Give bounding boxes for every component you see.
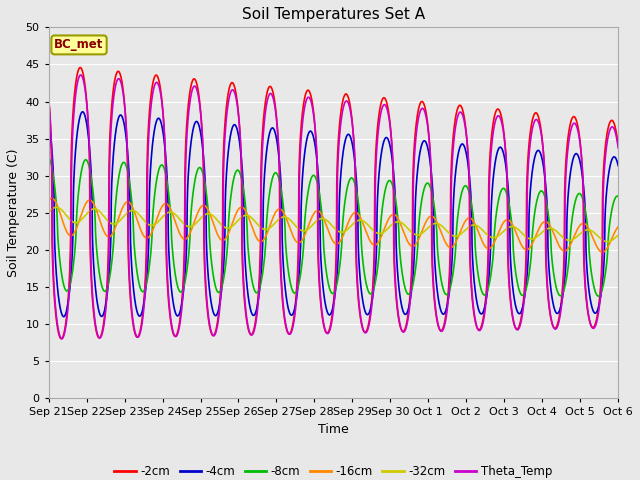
-32cm	[289, 220, 296, 226]
Title: Soil Temperatures Set A: Soil Temperatures Set A	[242, 7, 425, 22]
Theta_Temp	[614, 145, 622, 151]
Y-axis label: Soil Temperature (C): Soil Temperature (C)	[7, 149, 20, 277]
-16cm	[568, 238, 576, 243]
-2cm	[58, 336, 65, 342]
-4cm	[459, 141, 467, 147]
-16cm	[614, 224, 622, 229]
-2cm	[76, 65, 84, 71]
Line: -32cm: -32cm	[49, 207, 618, 242]
Text: BC_met: BC_met	[54, 38, 104, 51]
Legend: -2cm, -4cm, -8cm, -16cm, -32cm, Theta_Temp: -2cm, -4cm, -8cm, -16cm, -32cm, Theta_Te…	[109, 460, 557, 480]
-16cm	[459, 224, 467, 229]
-2cm	[597, 278, 605, 284]
Theta_Temp	[569, 122, 577, 128]
Theta_Temp	[45, 96, 52, 102]
-16cm	[284, 220, 292, 226]
-4cm	[289, 311, 296, 317]
-2cm	[614, 143, 622, 149]
Line: -8cm: -8cm	[49, 157, 618, 296]
Theta_Temp	[58, 336, 65, 342]
-8cm	[614, 193, 622, 199]
-16cm	[598, 250, 606, 255]
-4cm	[284, 305, 292, 311]
-32cm	[45, 210, 52, 216]
-16cm	[45, 198, 52, 204]
-8cm	[595, 293, 602, 299]
-4cm	[45, 118, 52, 123]
Line: -16cm: -16cm	[49, 198, 618, 252]
-2cm	[459, 107, 467, 113]
-32cm	[568, 237, 576, 242]
-16cm	[316, 209, 323, 215]
-32cm	[604, 239, 611, 245]
Theta_Temp	[316, 279, 323, 285]
-8cm	[568, 214, 576, 220]
-16cm	[289, 232, 296, 238]
-32cm	[614, 232, 622, 238]
-8cm	[45, 155, 52, 160]
-8cm	[597, 290, 605, 296]
-2cm	[289, 322, 296, 328]
Theta_Temp	[289, 324, 296, 330]
-4cm	[597, 292, 605, 298]
Theta_Temp	[459, 112, 467, 118]
Line: -4cm: -4cm	[49, 112, 618, 317]
-32cm	[52, 204, 60, 210]
-4cm	[569, 158, 577, 164]
Theta_Temp	[597, 287, 605, 293]
-8cm	[458, 188, 466, 193]
-2cm	[284, 331, 292, 336]
Theta_Temp	[77, 72, 84, 78]
-2cm	[569, 115, 577, 120]
-32cm	[284, 216, 292, 221]
X-axis label: Time: Time	[318, 423, 349, 436]
-4cm	[79, 109, 86, 115]
-16cm	[48, 195, 56, 201]
Line: Theta_Temp: Theta_Temp	[49, 75, 618, 339]
-4cm	[614, 163, 622, 168]
Line: -2cm: -2cm	[49, 68, 618, 339]
-32cm	[316, 216, 323, 222]
-2cm	[45, 95, 52, 100]
-16cm	[597, 249, 605, 254]
-8cm	[284, 265, 292, 271]
-2cm	[316, 286, 323, 291]
Theta_Temp	[284, 330, 292, 336]
-4cm	[316, 196, 323, 202]
-32cm	[459, 230, 467, 236]
-8cm	[316, 190, 323, 195]
-8cm	[289, 288, 296, 293]
-32cm	[597, 236, 605, 241]
-4cm	[60, 314, 67, 320]
